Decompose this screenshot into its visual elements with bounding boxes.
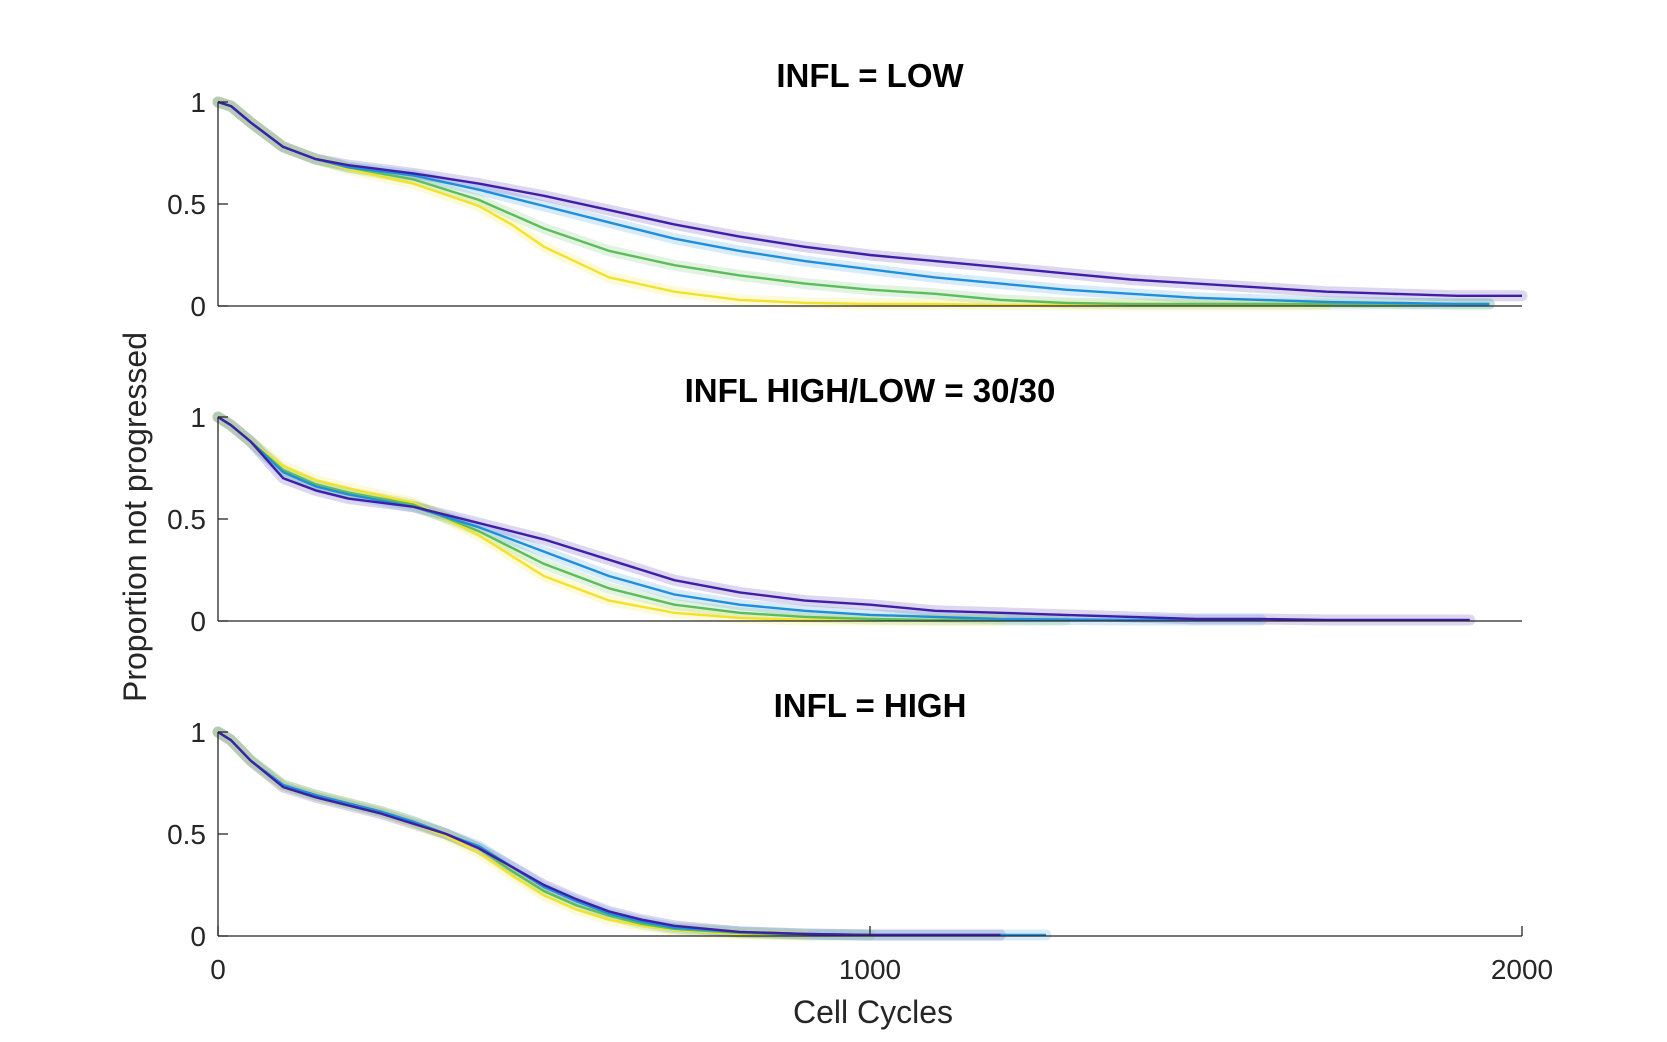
x-tick-label: 1000	[839, 954, 901, 985]
series-band-4	[212, 726, 811, 941]
panel-1: INFL = LOW 0 0.5 1	[167, 57, 1528, 322]
series-band-3	[212, 96, 1495, 310]
panel-3: INFL = HIGH 0 0.5 1 0 1000 2000	[167, 687, 1553, 985]
panel-title: INFL = LOW	[776, 57, 964, 94]
y-axis-label: Proportion not progressed	[117, 332, 153, 702]
panel-title: INFL HIGH/LOW = 30/30	[685, 372, 1056, 409]
series-line-3	[217, 730, 870, 937]
x-axis-label: Cell Cycles	[793, 994, 953, 1030]
y-tick-label: 0.5	[167, 819, 206, 850]
series-band-3	[212, 726, 876, 941]
y-tick-label: 0	[190, 921, 206, 952]
y-tick-label: 1	[190, 402, 206, 433]
series-line-3	[217, 100, 1490, 306]
series-line-4	[217, 730, 805, 937]
y-tick-label: 0	[190, 606, 206, 637]
x-tick-label: 2000	[1491, 954, 1553, 985]
series-line-1	[217, 415, 1470, 622]
series-band-1	[212, 726, 1006, 941]
y-tick-label: 0.5	[167, 504, 206, 535]
y-tick-label: 1	[190, 87, 206, 118]
series-line-2	[217, 730, 1046, 937]
series-line-2	[217, 100, 1490, 306]
panel-2: INFL HIGH/LOW = 30/30 0 0.5 1	[167, 372, 1522, 637]
panel-title: INFL = HIGH	[774, 687, 967, 724]
series-line-2	[217, 415, 1262, 622]
series-band-2	[212, 726, 1052, 941]
series-line-1	[217, 730, 1001, 937]
series-band-1	[212, 411, 1476, 626]
series-band-2	[212, 96, 1495, 310]
series-line-1	[217, 100, 1522, 297]
chart-panels: INFL = LOW 0 0.5 1 INFL HIGH/LOW = 30/30 0 0.5…	[167, 57, 1553, 985]
y-tick-label: 1	[190, 717, 206, 748]
y-tick-label: 0.5	[167, 189, 206, 220]
y-tick-label: 0	[190, 291, 206, 322]
x-tick-label: 0	[210, 954, 226, 985]
